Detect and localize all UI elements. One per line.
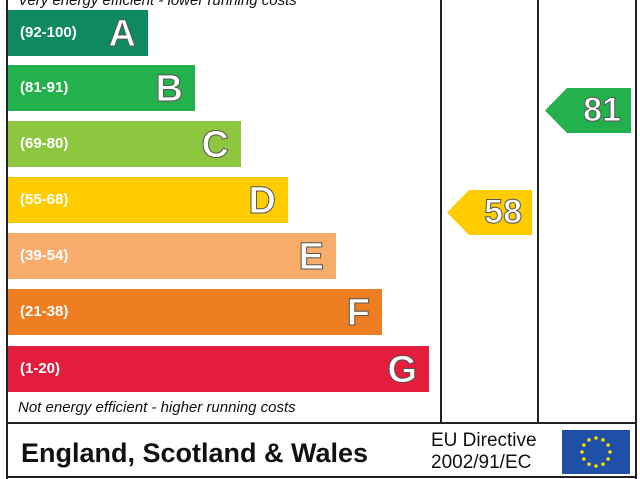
band-G: (1-20) G — [8, 346, 429, 392]
region-label: England, Scotland & Wales — [21, 438, 369, 468]
potential-rating-value: 81 — [583, 91, 622, 130]
potential-rating-arrow: 81 — [545, 88, 631, 133]
directive-line1: EU Directive — [431, 430, 537, 451]
divider-footer — [6, 422, 637, 424]
star-icon — [594, 436, 598, 440]
star-icon — [606, 457, 610, 461]
directive-label: EU Directive 2002/91/EC — [431, 430, 537, 474]
star-icon — [594, 464, 598, 468]
star-icon — [582, 457, 586, 461]
band-range: (21-38) — [20, 303, 69, 320]
band-D: (55-68) D — [8, 177, 288, 223]
divider-current — [440, 0, 442, 423]
directive-line2: 2002/91/EC — [431, 452, 532, 473]
band-letter: F — [346, 292, 370, 335]
band-C: (69-80) C — [8, 121, 241, 167]
star-icon — [582, 443, 586, 447]
current-rating-value: 58 — [484, 193, 523, 232]
star-icon — [587, 438, 591, 442]
band-range: (39-54) — [20, 247, 69, 264]
band-letter: A — [108, 13, 136, 56]
band-B: (81-91) B — [8, 65, 195, 111]
band-A: (92-100) A — [8, 10, 148, 56]
band-range: (81-91) — [20, 79, 69, 96]
border-right — [635, 0, 637, 479]
star-icon — [587, 462, 591, 466]
bottom-note: Not energy efficient - higher running co… — [18, 399, 296, 416]
band-range: (55-68) — [20, 191, 69, 208]
band-letter: B — [155, 68, 183, 111]
border-bottom — [6, 476, 637, 478]
band-letter: C — [201, 124, 229, 167]
star-icon — [580, 450, 584, 454]
band-range: (92-100) — [20, 24, 77, 41]
star-icon — [601, 462, 605, 466]
star-icon — [601, 438, 605, 442]
eu-flag-icon — [562, 430, 630, 474]
band-E: (39-54) E — [8, 233, 336, 279]
star-icon — [608, 450, 612, 454]
band-range: (69-80) — [20, 135, 69, 152]
star-icon — [606, 443, 610, 447]
current-rating-arrow: 58 — [447, 190, 532, 235]
band-letter: G — [387, 349, 418, 392]
border-left — [6, 0, 8, 479]
band-letter: E — [298, 236, 324, 279]
band-F: (21-38) F — [8, 289, 382, 335]
divider-potential — [537, 0, 539, 423]
band-letter: D — [248, 180, 276, 223]
band-range: (1-20) — [20, 360, 61, 377]
top-note: Very energy efficient - lower running co… — [18, 0, 297, 9]
